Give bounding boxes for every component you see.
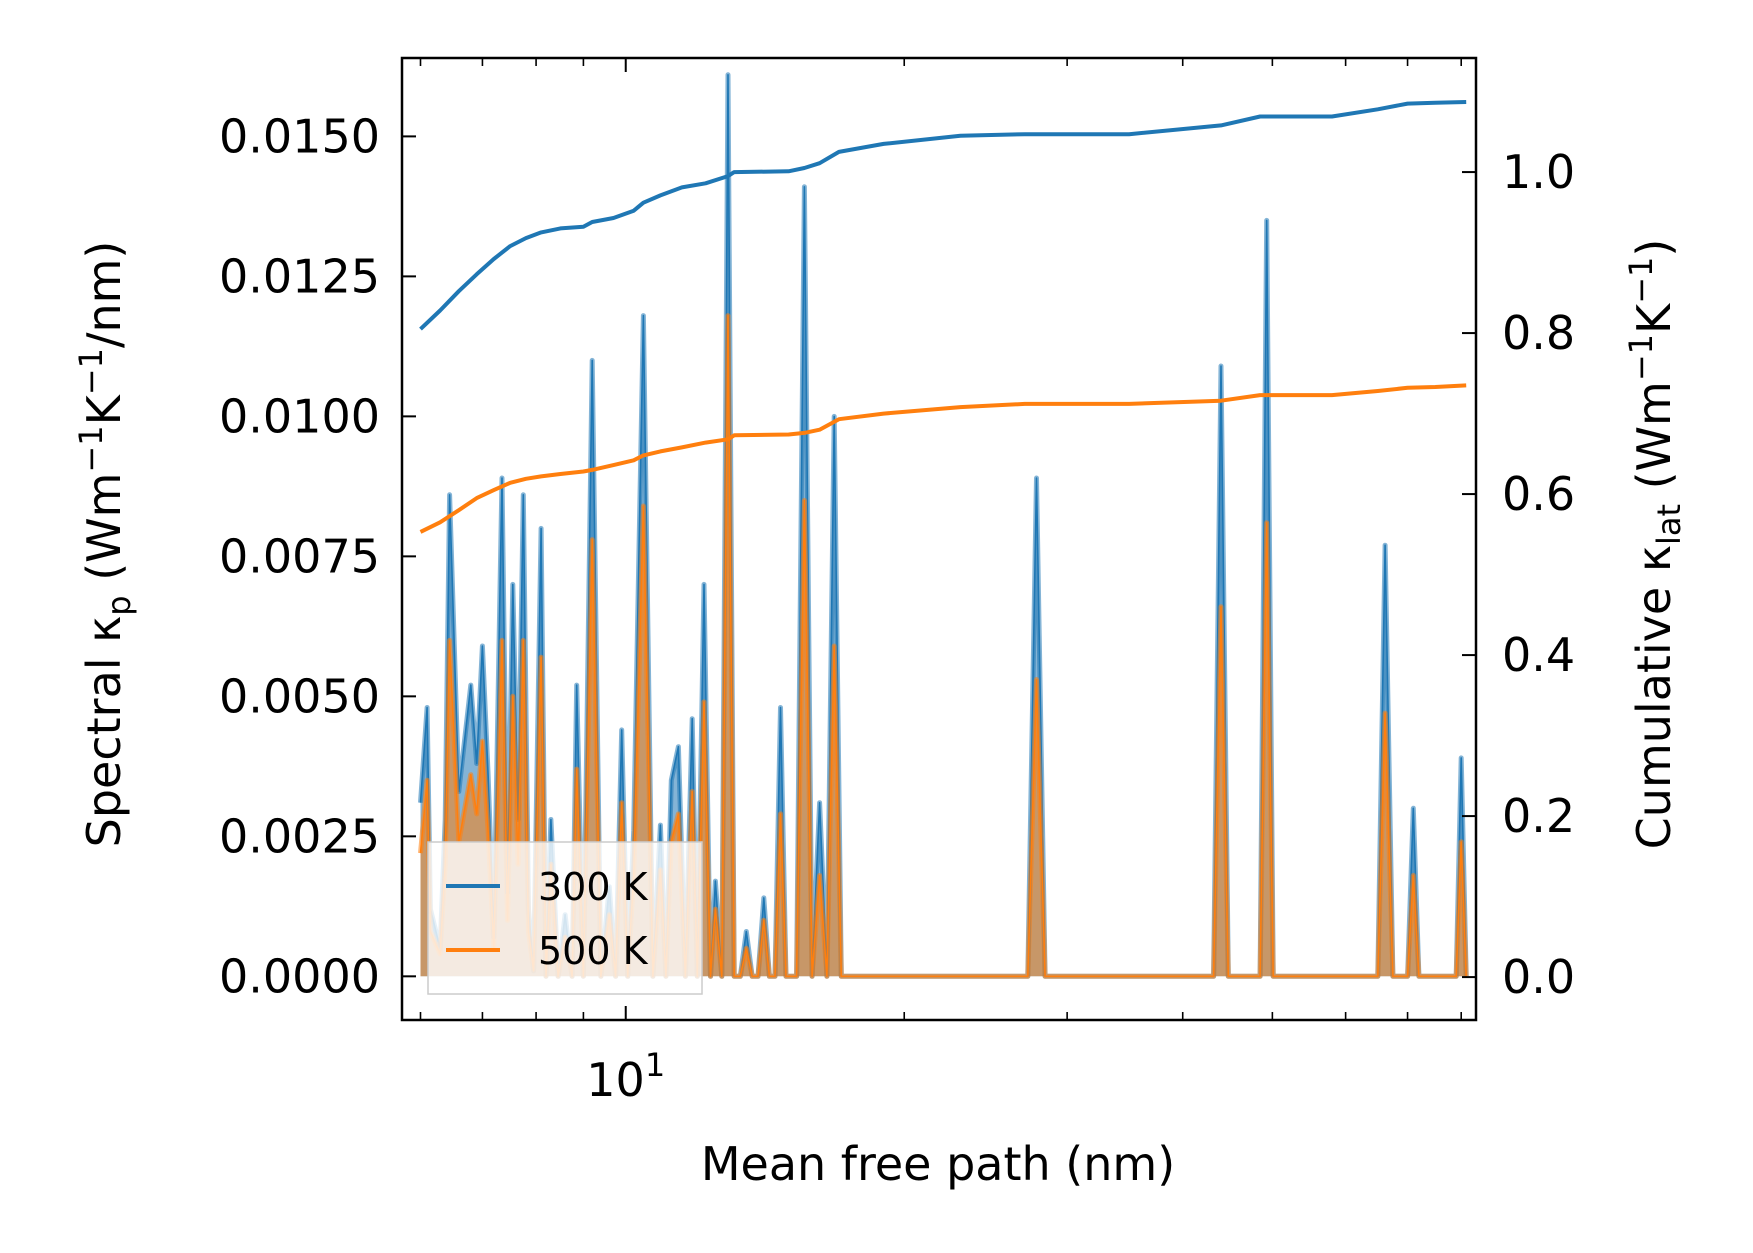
left-y-tick-label: 0.0000 [219, 949, 380, 1003]
right-y-tick-label: 1.0 [1502, 145, 1575, 199]
legend-label-500k: 500 K [538, 929, 649, 973]
x-tick-label-base: 10 [586, 1053, 645, 1107]
right-y-label-units-b: K [1627, 302, 1681, 334]
cumulative-line-500k [419, 383, 1467, 534]
x-tick-label: 101 [586, 1046, 665, 1107]
left-y-label-sup-b: −1 [72, 348, 110, 395]
right-y-tick-label: 0.2 [1502, 789, 1575, 843]
x-tick-label-exponent: 1 [645, 1046, 665, 1084]
cumulative-lines [419, 100, 1467, 534]
legend-label-300k: 300 K [538, 865, 649, 909]
legend: 300 K 500 K [427, 841, 703, 995]
left-y-label-units-a: (Wm [77, 473, 131, 596]
right-y-label-main: Cumulative κ [1627, 545, 1681, 849]
right-y-label-sup-b: −1 [1622, 257, 1660, 304]
left-y-label-sup-a: −1 [72, 425, 110, 472]
left-y-axis: 0.0000 0.0025 0.0050 0.0075 0.0100 0.0125 0.01… [219, 109, 416, 1003]
right-y-axis-label: Cumulative κlat (Wm−1K−1) [1622, 239, 1688, 850]
spectral-lines [418, 72, 1469, 979]
left-y-axis-label: Spectral κp (Wm−1K−1/nm) [72, 241, 138, 848]
left-y-tick-label: 0.0025 [219, 809, 380, 863]
right-y-tick-label: 0.8 [1502, 306, 1575, 360]
right-y-tick-label: 0.6 [1502, 467, 1575, 521]
x-axis-label: Mean free path (nm) [701, 1137, 1175, 1191]
left-y-tick-label: 0.0100 [219, 389, 380, 443]
left-y-label-units-b: K [77, 393, 131, 425]
left-y-label-main: Spectral κ [77, 616, 131, 848]
right-y-label-units-c: ) [1627, 239, 1681, 257]
right-y-tick-label: 0.0 [1502, 950, 1575, 1004]
left-y-tick-label: 0.0150 [219, 109, 380, 163]
right-y-label-sub: lat [1650, 504, 1688, 545]
x-axis: 101 [419, 58, 1463, 1107]
left-y-tick-label: 0.0050 [219, 669, 380, 723]
right-y-axis: 0.0 0.2 0.4 0.6 0.8 1.0 [1462, 145, 1575, 1004]
right-y-label-sup-a: −1 [1622, 334, 1660, 381]
legend-box [427, 841, 703, 995]
left-y-label-sub: p [100, 595, 138, 615]
left-y-tick-label: 0.0125 [219, 249, 380, 303]
left-y-tick-label: 0.0075 [219, 529, 380, 583]
cumulative-line-300k [419, 100, 1467, 331]
left-y-label-units-c: /nm) [77, 241, 131, 348]
plot-frame [400, 56, 1478, 1022]
plot-border [400, 56, 1478, 1022]
right-y-label-units-a: (Wm [1627, 381, 1681, 504]
right-y-tick-label: 0.4 [1502, 628, 1575, 682]
